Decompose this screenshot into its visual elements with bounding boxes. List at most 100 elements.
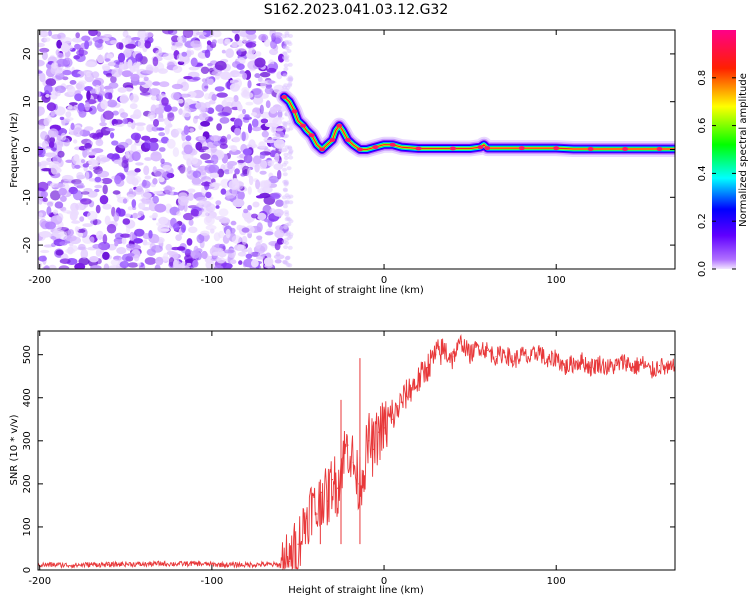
noise-blob xyxy=(154,168,166,177)
signal-core xyxy=(300,123,307,128)
noise-blob xyxy=(283,260,289,265)
noise-blob xyxy=(195,31,207,36)
noise-blob xyxy=(181,51,188,57)
noise-blob xyxy=(274,259,282,264)
noise-blob xyxy=(247,247,253,253)
noise-blob xyxy=(113,119,123,125)
noise-blob xyxy=(214,60,227,71)
noise-blob xyxy=(204,164,216,174)
noise-blob xyxy=(264,86,274,95)
noise-blob xyxy=(264,122,275,128)
noise-blob xyxy=(77,184,86,189)
noise-blob xyxy=(237,49,242,56)
noise-blob xyxy=(106,223,117,234)
noise-blob xyxy=(237,190,245,201)
noise-blob xyxy=(191,157,199,165)
noise-blob xyxy=(213,265,224,269)
noise-blob xyxy=(217,168,225,178)
noise-blob xyxy=(127,253,135,257)
noise-blob xyxy=(211,39,217,45)
noise-blob xyxy=(282,73,288,78)
noise-blob xyxy=(76,49,88,56)
snr-point xyxy=(347,444,349,446)
noise-blob xyxy=(89,236,95,244)
noise-blob xyxy=(59,116,65,121)
noise-blob xyxy=(204,49,211,58)
noise-blob xyxy=(162,53,175,61)
noise-blob xyxy=(111,140,119,146)
noise-blob xyxy=(79,216,85,222)
signal-core xyxy=(389,142,396,147)
noise-blob xyxy=(134,122,146,126)
noise-blob xyxy=(201,81,209,92)
y-tick-label: 400 xyxy=(22,388,33,407)
noise-blob xyxy=(147,141,159,152)
y-tick-label: 0 xyxy=(22,146,33,152)
x-tick-label: 100 xyxy=(547,275,566,286)
signal-core xyxy=(336,123,343,128)
noise-blob xyxy=(220,188,227,195)
noise-blob xyxy=(248,47,256,55)
noise-blob xyxy=(89,256,99,263)
noise-blob xyxy=(283,152,289,157)
snr-point xyxy=(426,367,428,369)
noise-blob xyxy=(241,131,246,142)
noise-blob xyxy=(282,45,288,50)
noise-blob xyxy=(254,163,260,173)
snr-point xyxy=(495,356,497,358)
noise-blob xyxy=(133,238,143,244)
noise-blob xyxy=(46,206,52,216)
noise-blob xyxy=(245,101,254,106)
noise-blob xyxy=(54,201,64,209)
noise-blob xyxy=(102,184,108,195)
noise-blob xyxy=(192,76,201,81)
noise-blob xyxy=(182,108,192,118)
noise-blob xyxy=(152,178,158,185)
noise-blob xyxy=(88,30,98,37)
noise-blob xyxy=(212,182,217,186)
noise-blob xyxy=(231,41,238,48)
noise-blob xyxy=(65,159,74,163)
noise-blob xyxy=(146,124,154,133)
noise-blob xyxy=(247,167,252,178)
noise-blob xyxy=(90,265,102,269)
noise-blob xyxy=(65,111,72,118)
noise-blob xyxy=(263,257,274,267)
noise-blob xyxy=(225,228,231,239)
noise-blob xyxy=(106,40,111,45)
noise-blob xyxy=(74,43,81,50)
snr-point xyxy=(504,351,506,354)
noise-blob xyxy=(127,121,133,128)
signal-core xyxy=(308,133,315,138)
noise-blob xyxy=(275,130,285,138)
noise-blob xyxy=(127,194,135,199)
snr-point xyxy=(547,362,549,364)
noise-blob xyxy=(241,227,250,233)
noise-blob xyxy=(234,48,247,52)
y-tick-label: 0 xyxy=(22,567,33,573)
noise-blob xyxy=(274,37,281,44)
noise-blob xyxy=(278,53,285,63)
noise-blob xyxy=(45,221,56,230)
noise-blob xyxy=(284,210,289,215)
noise-blob xyxy=(190,57,198,67)
noise-blob xyxy=(72,73,81,78)
snr-point xyxy=(590,367,592,369)
noise-blob xyxy=(267,63,276,69)
snr-point xyxy=(357,483,359,485)
noise-blob xyxy=(144,40,151,49)
noise-blob xyxy=(245,253,253,259)
noise-blob xyxy=(223,169,231,175)
noise-blob xyxy=(126,243,135,249)
colorbar-tick-label: 0.2 xyxy=(697,213,708,229)
noise-blob xyxy=(38,91,41,97)
noise-blob xyxy=(221,49,226,54)
noise-blob xyxy=(69,102,78,106)
noise-blob xyxy=(214,86,225,92)
noise-blob xyxy=(84,40,90,50)
noise-blob xyxy=(47,201,54,207)
noise-blob xyxy=(100,99,108,110)
noise-blob xyxy=(103,85,112,90)
noise-blob xyxy=(119,61,124,72)
